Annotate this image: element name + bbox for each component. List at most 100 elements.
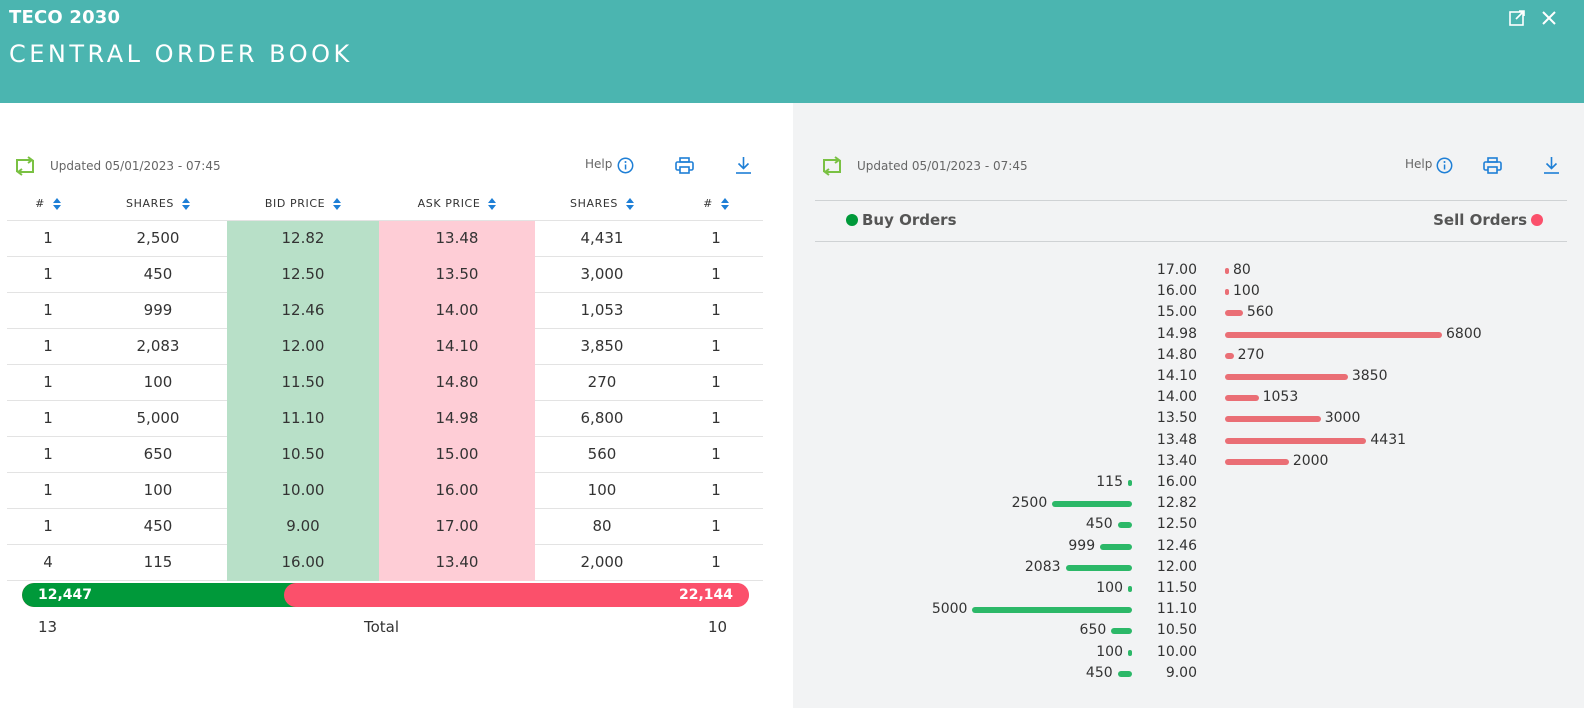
updated-timestamp: Updated 05/01/2023 - 07:45 xyxy=(50,159,221,173)
cell-ask-price: 13.40 xyxy=(379,544,535,581)
info-icon[interactable] xyxy=(617,157,634,174)
column-header-count-sell[interactable]: # xyxy=(669,188,763,221)
sell-qty-label: 4431 xyxy=(1370,431,1407,448)
total-buy-bar xyxy=(22,583,296,607)
help-link[interactable]: Help xyxy=(585,157,613,171)
refresh-icon[interactable] xyxy=(820,155,844,177)
buy-bar xyxy=(1100,543,1132,550)
buy-qty-label: 100 xyxy=(1096,643,1123,660)
cell-bid-price: 16.00 xyxy=(227,544,379,581)
buy-bar xyxy=(1111,628,1132,635)
cell-shares-buy: 100 xyxy=(89,364,227,401)
table-header-row: # SHARES BID PRICE ASK PRICE SHARES # xyxy=(7,188,763,221)
legend-sell-label: Sell Orders xyxy=(1433,211,1527,229)
buy-price-label: 16.00 xyxy=(1156,474,1197,490)
cell-shares-sell: 100 xyxy=(535,472,669,509)
cell-shares-buy: 450 xyxy=(89,508,227,545)
column-header-shares-sell[interactable]: SHARES xyxy=(535,188,669,221)
column-header-label: # xyxy=(35,197,45,211)
buy-qty-label: 999 xyxy=(1068,537,1096,554)
cell-ask-price: 13.50 xyxy=(379,256,535,293)
print-icon[interactable] xyxy=(1483,157,1502,175)
download-icon[interactable] xyxy=(735,156,752,175)
column-header-count-buy[interactable]: # xyxy=(7,188,89,221)
sort-icon[interactable] xyxy=(625,198,634,211)
cell-count-sell: 1 xyxy=(669,508,763,545)
buy-bar xyxy=(1052,501,1132,508)
cell-shares-sell: 270 xyxy=(535,364,669,401)
cell-shares-buy: 2,500 xyxy=(89,220,227,257)
sell-bar xyxy=(1225,395,1259,402)
buy-qty-label: 115 xyxy=(1096,474,1123,490)
cell-ask-price: 14.10 xyxy=(379,328,535,365)
sell-order-count: 10 xyxy=(708,618,728,636)
cell-count-sell: 1 xyxy=(669,544,763,581)
sell-bar xyxy=(1225,310,1243,317)
buy-qty-label: 5000 xyxy=(931,601,968,618)
sort-icon[interactable] xyxy=(181,198,190,211)
column-header-ask-price[interactable]: ASK PRICE xyxy=(379,188,535,221)
table-row: 1 999 12.46 14.00 1,053 1 xyxy=(7,292,763,329)
sort-icon[interactable] xyxy=(333,198,342,211)
help-link[interactable]: Help xyxy=(1405,157,1433,171)
close-icon[interactable] xyxy=(1540,9,1558,27)
order-book-table-panel: Updated 05/01/2023 - 07:45 Help # SHARES B… xyxy=(0,103,793,708)
buy-bar xyxy=(1128,480,1132,486)
sell-bar xyxy=(1225,437,1367,444)
sell-price-label: 13.48 xyxy=(1156,431,1197,448)
cell-count-buy: 1 xyxy=(7,436,89,473)
cell-ask-price: 14.80 xyxy=(379,364,535,401)
depth-legend: Buy Orders Sell Orders xyxy=(815,200,1567,242)
cell-shares-buy: 650 xyxy=(89,436,227,473)
sort-icon[interactable] xyxy=(488,198,497,211)
cell-count-sell: 1 xyxy=(669,292,763,329)
info-icon[interactable] xyxy=(1436,157,1453,174)
cell-count-buy: 1 xyxy=(7,220,89,257)
cell-bid-price: 10.00 xyxy=(227,472,379,509)
buy-price-label: 11.50 xyxy=(1156,580,1197,596)
total-sell-value: 22,144 xyxy=(678,587,733,603)
table-row: 1 450 9.00 17.00 80 1 xyxy=(7,508,763,545)
cell-ask-price: 14.00 xyxy=(379,292,535,329)
cell-ask-price: 14.98 xyxy=(379,400,535,437)
total-sell-bar xyxy=(284,583,749,607)
column-header-label: SHARES xyxy=(570,197,618,211)
updated-timestamp: Updated 05/01/2023 - 07:45 xyxy=(857,159,1028,173)
sell-qty-label: 80 xyxy=(1233,262,1251,278)
cell-count-sell: 1 xyxy=(669,436,763,473)
cell-count-buy: 1 xyxy=(7,328,89,365)
cell-bid-price: 10.50 xyxy=(227,436,379,473)
sell-qty-label: 100 xyxy=(1233,283,1260,300)
table-row: 1 5,000 11.10 14.98 6,800 1 xyxy=(7,400,763,437)
external-link-icon[interactable] xyxy=(1508,9,1526,27)
sort-icon[interactable] xyxy=(720,198,729,211)
print-icon[interactable] xyxy=(675,157,694,175)
cell-shares-buy: 999 xyxy=(89,292,227,329)
cell-count-sell: 1 xyxy=(669,328,763,365)
cell-bid-price: 11.10 xyxy=(227,400,379,437)
column-header-shares-buy[interactable]: SHARES xyxy=(89,188,227,221)
sell-qty-label: 270 xyxy=(1237,346,1265,363)
legend-sell: Sell Orders xyxy=(1433,211,1543,229)
cell-ask-price: 13.48 xyxy=(379,220,535,257)
table-row: 1 650 10.50 15.00 560 1 xyxy=(7,436,763,473)
column-header-bid-price[interactable]: BID PRICE xyxy=(227,188,379,221)
page-title: CENTRAL ORDER BOOK xyxy=(9,40,353,68)
buy-price-label: 12.50 xyxy=(1156,516,1197,533)
sell-qty-label: 6800 xyxy=(1446,325,1482,342)
total-buy-value: 12,447 xyxy=(38,587,93,603)
cell-ask-price: 15.00 xyxy=(379,436,535,473)
sell-bar xyxy=(1225,352,1234,359)
buy-qty-label: 450 xyxy=(1085,516,1113,533)
cell-count-sell: 1 xyxy=(669,364,763,401)
sort-icon[interactable] xyxy=(52,198,61,211)
buy-bar xyxy=(1117,522,1132,529)
sell-bar xyxy=(1225,374,1348,380)
refresh-icon[interactable] xyxy=(13,155,37,177)
buy-qty-label: 450 xyxy=(1085,664,1113,681)
total-volume-bar: 12,447 22,144 xyxy=(22,583,749,607)
download-icon[interactable] xyxy=(1543,156,1560,175)
cell-shares-sell: 80 xyxy=(535,508,669,545)
chart-toolbar: Updated 05/01/2023 - 07:45 Help xyxy=(793,155,1584,181)
buy-price-label: 10.50 xyxy=(1156,622,1197,639)
